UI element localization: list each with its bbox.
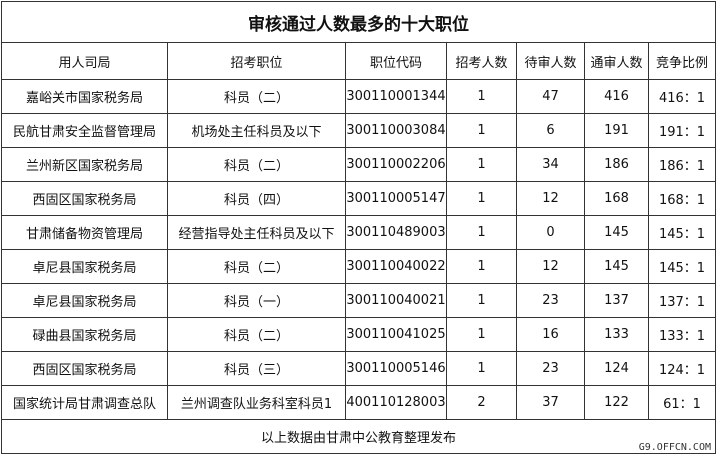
table-cell: 300110041025 bbox=[345, 317, 447, 352]
table-cell: 兰州调查队业务科室科员1 bbox=[167, 385, 346, 420]
table-cell: 国家统计局甘肃调查总队 bbox=[1, 385, 168, 420]
header-cell: 用人司局 bbox=[1, 42, 168, 80]
table-cell: 300110040021 bbox=[345, 283, 447, 318]
table-cell: 23 bbox=[516, 283, 585, 318]
table-cell: 37 bbox=[516, 385, 585, 420]
header-cell: 通审人数 bbox=[584, 42, 649, 80]
table-cell: 0 bbox=[516, 215, 585, 250]
footer-row: 以上数据由甘肃中公教育整理发布 bbox=[0, 419, 717, 454]
table-cell: 科员（四） bbox=[167, 181, 346, 216]
table-cell: 191：1 bbox=[647, 113, 717, 148]
header-cell: 竞争比例 bbox=[647, 42, 717, 80]
table-cell: 191 bbox=[584, 113, 649, 148]
watermark: G9.OFFCN.COM bbox=[638, 442, 711, 453]
table-cell: 西固区国家税务局 bbox=[1, 181, 168, 216]
table-cell: 300110001344 bbox=[345, 79, 447, 114]
table-cell: 137 bbox=[584, 283, 649, 318]
table-cell: 1 bbox=[446, 147, 517, 182]
header-cell: 招考人数 bbox=[446, 42, 517, 80]
table-cell: 1 bbox=[446, 317, 517, 352]
table-cell: 300110002206 bbox=[345, 147, 447, 182]
table-row: 碌曲县国家税务局 科员（二） 300110041025 1 16 133 133：1 bbox=[1, 317, 717, 352]
table-row: 西固区国家税务局 科员（四） 300110005147 1 12 168 168：1 bbox=[1, 181, 717, 216]
header-cell: 招考职位 bbox=[167, 42, 346, 80]
table-cell: 科员（二） bbox=[167, 147, 346, 182]
table-cell: 6 bbox=[516, 113, 585, 148]
table-cell: 卓尼县国家税务局 bbox=[1, 283, 168, 318]
table-cell: 1 bbox=[446, 215, 517, 250]
table-cell: 300110005146 bbox=[345, 351, 447, 386]
table-cell: 300110003084 bbox=[345, 113, 447, 148]
table-cell: 186：1 bbox=[647, 147, 717, 182]
table-row: 卓尼县国家税务局 科员（一） 300110040021 1 23 137 137：1 bbox=[1, 283, 717, 318]
table-cell: 168 bbox=[584, 181, 649, 216]
table-cell: 300110489003 bbox=[345, 215, 447, 250]
footer-note: 以上数据由甘肃中公教育整理发布 bbox=[0, 419, 717, 454]
table-cell: 西固区国家税务局 bbox=[1, 351, 168, 386]
header-cell: 职位代码 bbox=[345, 42, 447, 80]
table-cell: 16 bbox=[516, 317, 585, 352]
table-cell: 124 bbox=[584, 351, 649, 386]
table-cell: 300110040022 bbox=[345, 249, 447, 284]
table-cell: 12 bbox=[516, 181, 585, 216]
table-cell: 400110128003 bbox=[345, 385, 447, 420]
table-cell: 137：1 bbox=[647, 283, 717, 318]
table-cell: 科员（一） bbox=[167, 283, 346, 318]
table-cell: 1 bbox=[446, 79, 517, 114]
table-row: 国家统计局甘肃调查总队 兰州调查队业务科室科员1 400110128003 2 37 12… bbox=[1, 385, 717, 420]
table-cell: 卓尼县国家税务局 bbox=[1, 249, 168, 284]
table-cell: 416：1 bbox=[647, 79, 717, 114]
table-cell: 133：1 bbox=[647, 317, 717, 352]
table-cell: 经营指导处主任科员及以下 bbox=[167, 215, 346, 250]
table-title: 审核通过人数最多的十大职位 bbox=[0, 1, 717, 43]
table-cell: 机场处主任科员及以下 bbox=[167, 113, 346, 148]
table-row: 民航甘肃安全监督管理局 机场处主任科员及以下 300110003084 1 6 191 19… bbox=[1, 113, 717, 148]
table-row: 甘肃储备物资管理局 经营指导处主任科员及以下 300110489003 1 0 145 14… bbox=[1, 215, 717, 250]
table-cell: 1 bbox=[446, 283, 517, 318]
table-cell: 186 bbox=[584, 147, 649, 182]
table-cell: 47 bbox=[516, 79, 585, 114]
table-cell: 145 bbox=[584, 249, 649, 284]
table-row: 西固区国家税务局 科员（三） 300110005146 1 23 124 124：1 bbox=[1, 351, 717, 386]
table-cell: 1 bbox=[446, 113, 517, 148]
table-cell: 145：1 bbox=[647, 249, 717, 284]
table-cell: 133 bbox=[584, 317, 649, 352]
table-cell: 碌曲县国家税务局 bbox=[1, 317, 168, 352]
table-row: 兰州新区国家税务局 科员（二） 300110002206 1 34 186 186：1 bbox=[1, 147, 717, 182]
table-cell: 民航甘肃安全监督管理局 bbox=[1, 113, 168, 148]
table-cell: 300110005147 bbox=[345, 181, 447, 216]
table-cell: 145：1 bbox=[647, 215, 717, 250]
table-cell: 12 bbox=[516, 249, 585, 284]
table-cell: 兰州新区国家税务局 bbox=[1, 147, 168, 182]
table-cell: 甘肃储备物资管理局 bbox=[1, 215, 168, 250]
table-cell: 416 bbox=[584, 79, 649, 114]
table-cell: 61：1 bbox=[647, 385, 717, 420]
table-cell: 124：1 bbox=[647, 351, 717, 386]
table-cell: 科员（三） bbox=[167, 351, 346, 386]
table-row: 嘉峪关市国家税务局 科员（二） 300110001344 1 47 416 416：1 bbox=[1, 79, 717, 114]
table-cell: 嘉峪关市国家税务局 bbox=[1, 79, 168, 114]
table-cell: 122 bbox=[584, 385, 649, 420]
table-cell: 科员（二） bbox=[167, 79, 346, 114]
title-row: 审核通过人数最多的十大职位 bbox=[0, 1, 717, 43]
table-cell: 34 bbox=[516, 147, 585, 182]
table-cell: 2 bbox=[446, 385, 517, 420]
table-cell: 145 bbox=[584, 215, 649, 250]
header-row: 用人司局 招考职位 职位代码 招考人数 待审人数 通审人数 竞争比例 bbox=[1, 42, 717, 80]
table-cell: 1 bbox=[446, 249, 517, 284]
table-cell: 168：1 bbox=[647, 181, 717, 216]
table-cell: 科员（二） bbox=[167, 317, 346, 352]
table-cell: 23 bbox=[516, 351, 585, 386]
header-cell: 待审人数 bbox=[516, 42, 585, 80]
table-cell: 1 bbox=[446, 181, 517, 216]
table-cell: 科员（二） bbox=[167, 249, 346, 284]
table-row: 卓尼县国家税务局 科员（二） 300110040022 1 12 145 145：1 bbox=[1, 249, 717, 284]
table-cell: 1 bbox=[446, 351, 517, 386]
